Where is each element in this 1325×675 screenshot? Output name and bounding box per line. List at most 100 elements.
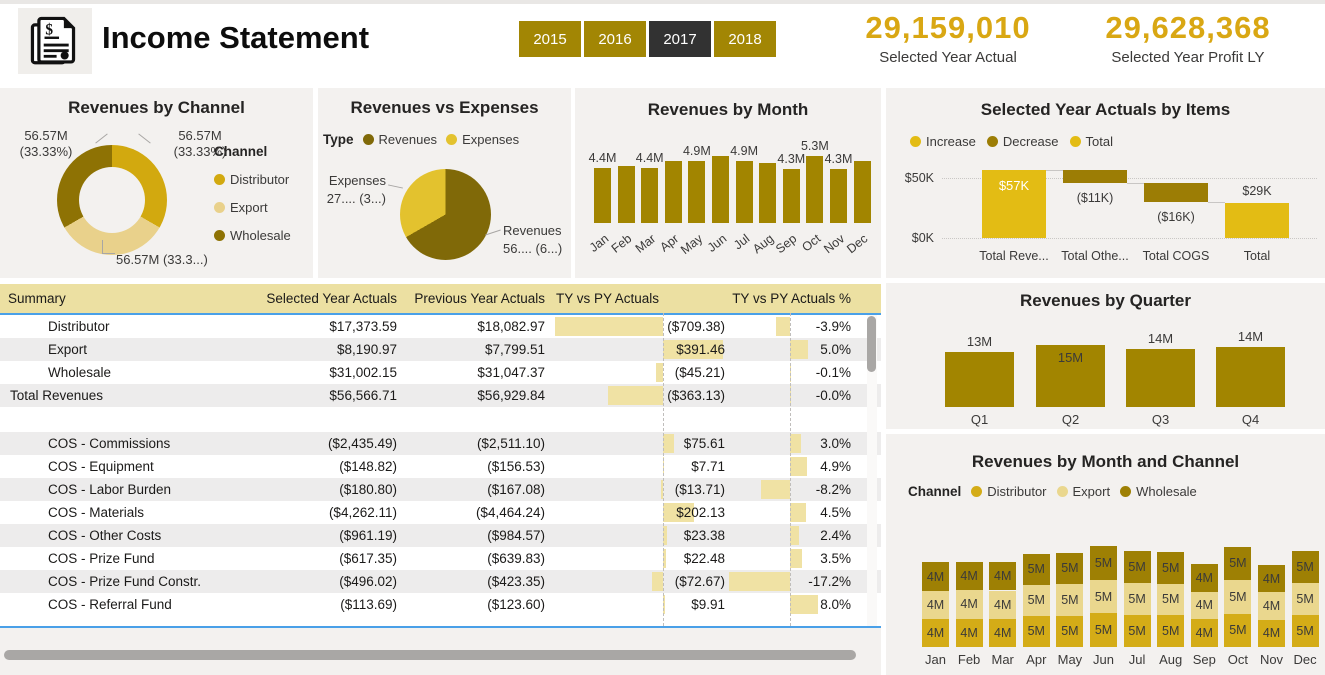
- table-row-distributor[interactable]: Distributor $17,373.59 $18,082.97 ($709.38)…: [0, 315, 881, 338]
- column-header-selected-year-actuals[interactable]: Selected Year Actuals: [266, 291, 397, 306]
- column-header-summary[interactable]: Summary: [8, 291, 66, 306]
- vertical-scrollbar-thumb[interactable]: [867, 316, 876, 372]
- bar-q4[interactable]: [1216, 346, 1285, 407]
- table-row-total-revenues[interactable]: Total Revenues $56,566.71 $56,929.84 ($363.…: [0, 384, 881, 407]
- stacked-segment-mar-export[interactable]: 4M: [989, 590, 1017, 619]
- table-row-wholesale[interactable]: Wholesale $31,002.15 $31,047.37 ($45.21) -0.…: [0, 361, 881, 384]
- pie-chart[interactable]: [400, 169, 491, 260]
- bar-oct[interactable]: [806, 156, 824, 223]
- stacked-segment-may-export[interactable]: 5M: [1056, 584, 1084, 616]
- legend-item-export[interactable]: Export: [214, 200, 268, 215]
- stacked-segment-may-wholesale[interactable]: 5M: [1056, 552, 1084, 585]
- stacked-segment-jun-wholesale[interactable]: 5M: [1090, 546, 1117, 580]
- stacked-segment-dec-wholesale[interactable]: 5M: [1291, 551, 1319, 584]
- table-row-cos-labor-burden[interactable]: COS - Labor Burden ($180.80) ($167.08) ($13…: [0, 478, 881, 501]
- income-statement-icon: $: [18, 8, 92, 74]
- legend-item-label: Increase: [926, 134, 976, 149]
- waterfall-bar-total-reve[interactable]: [982, 169, 1046, 238]
- table-row-export[interactable]: Export $8,190.97 $7,799.51 $391.46 5.0%: [0, 338, 881, 361]
- column-header-ty-vs-py-actuals-pct[interactable]: TY vs PY Actuals %: [732, 291, 851, 306]
- stacked-segment-oct-distributor[interactable]: 5M: [1224, 613, 1252, 647]
- table-row-cos-other-costs[interactable]: COS - Other Costs ($961.19) ($984.57) $23.3…: [0, 524, 881, 547]
- year-button-2018[interactable]: 2018: [714, 21, 776, 57]
- stacked-segment-aug-distributor[interactable]: 5M: [1157, 615, 1185, 647]
- stacked-segment-apr-export[interactable]: 5M: [1022, 584, 1050, 616]
- waterfall-bar-total[interactable]: [1225, 203, 1289, 238]
- table-row-cos-commissions[interactable]: COS - Commissions ($2,435.49) ($2,511.10) $…: [0, 432, 881, 455]
- bar-feb[interactable]: [617, 166, 635, 223]
- horizontal-scrollbar-thumb[interactable]: [4, 650, 856, 660]
- stacked-segment-jul-distributor[interactable]: 5M: [1123, 614, 1151, 647]
- stacked-segment-dec-distributor[interactable]: 5M: [1291, 615, 1319, 647]
- bar-q2[interactable]: [1036, 344, 1105, 407]
- bar-dec[interactable]: [853, 161, 871, 223]
- legend: Type Revenues Expenses: [323, 132, 519, 147]
- table-row-cos-prize-fund[interactable]: COS - Prize Fund ($617.35) ($639.83) $22.48…: [0, 547, 881, 570]
- waterfall-bar-total-othe[interactable]: [1063, 169, 1127, 183]
- stacked-segment-feb-wholesale[interactable]: 4M: [955, 561, 983, 591]
- year-button-2017[interactable]: 2017: [649, 21, 711, 57]
- cell-ty-vs-py-actuals-pct: -0.0%: [815, 388, 851, 403]
- legend-item-increase[interactable]: Increase: [910, 134, 976, 149]
- legend-item-expenses[interactable]: Expenses: [446, 132, 519, 147]
- table-row-cos-materials[interactable]: COS - Materials ($4,262.11) ($4,464.24) $20…: [0, 501, 881, 524]
- vertical-scrollbar-track[interactable]: [867, 315, 877, 626]
- legend-item-wholesale[interactable]: Wholesale: [214, 228, 291, 243]
- x-axis-label-jun: Jun: [1093, 652, 1114, 667]
- stacked-segment-jun-distributor[interactable]: 5M: [1090, 613, 1117, 647]
- ty-vs-py-pct-data-bar: [728, 572, 790, 591]
- bar-aug[interactable]: [759, 162, 777, 223]
- stacked-segment-nov-wholesale[interactable]: 4M: [1258, 565, 1285, 593]
- legend-item-wholesale[interactable]: Wholesale: [1120, 484, 1197, 499]
- stacked-segment-apr-distributor[interactable]: 5M: [1022, 615, 1050, 647]
- bar-nov[interactable]: [830, 168, 847, 223]
- stacked-segment-aug-wholesale[interactable]: 5M: [1157, 551, 1185, 584]
- legend-item-distributor[interactable]: Distributor: [214, 172, 289, 187]
- column-header-ty-vs-py-actuals[interactable]: TY vs PY Actuals: [556, 291, 660, 306]
- stacked-segment-jun-export[interactable]: 5M: [1090, 579, 1117, 614]
- table-row-cos-equipment[interactable]: COS - Equipment ($148.82) ($156.53) $7.71 4.…: [0, 455, 881, 478]
- bar-mar[interactable]: [641, 167, 659, 223]
- bar-jun[interactable]: [712, 156, 729, 223]
- x-axis-label-mar: Mar: [991, 652, 1014, 667]
- stacked-segment-sep-wholesale[interactable]: 4M: [1190, 563, 1218, 592]
- stacked-segment-jan-wholesale[interactable]: 4M: [922, 562, 949, 591]
- bar-may[interactable]: [688, 161, 706, 223]
- bar-q3[interactable]: [1126, 348, 1195, 407]
- stacked-segment-jan-export[interactable]: 4M: [922, 590, 949, 619]
- bar-apr[interactable]: [664, 161, 682, 223]
- stacked-segment-feb-export[interactable]: 4M: [955, 590, 983, 619]
- year-button-2015[interactable]: 2015: [519, 21, 581, 57]
- stacked-segment-apr-wholesale[interactable]: 5M: [1022, 553, 1050, 585]
- column-header-previous-year-actuals[interactable]: Previous Year Actuals: [414, 291, 545, 306]
- stacked-segment-feb-distributor[interactable]: 4M: [955, 618, 983, 647]
- stacked-segment-oct-export[interactable]: 5M: [1224, 580, 1252, 614]
- bar-sep[interactable]: [782, 168, 800, 223]
- table-row-cos-prize-fund-constr[interactable]: COS - Prize Fund Constr. ($496.02) ($423.3…: [0, 570, 881, 593]
- stacked-segment-jul-export[interactable]: 5M: [1123, 582, 1151, 615]
- stacked-segment-oct-wholesale[interactable]: 5M: [1224, 546, 1252, 581]
- stacked-segment-jul-wholesale[interactable]: 5M: [1123, 550, 1151, 583]
- waterfall-bar-total-cogs[interactable]: [1144, 182, 1208, 202]
- legend-item-revenues[interactable]: Revenues: [362, 132, 437, 147]
- legend-item-total[interactable]: Total: [1069, 134, 1113, 149]
- bar-q1[interactable]: [945, 351, 1014, 407]
- stacked-segment-mar-wholesale[interactable]: 4M: [989, 562, 1017, 591]
- legend-item-distributor[interactable]: Distributor: [971, 484, 1047, 499]
- table-row-cos-referral-fund[interactable]: COS - Referral Fund ($113.69) ($123.60) $9.…: [0, 593, 881, 616]
- stacked-segment-sep-distributor[interactable]: 4M: [1190, 619, 1218, 647]
- stacked-segment-nov-distributor[interactable]: 4M: [1258, 619, 1285, 647]
- stacked-segment-may-distributor[interactable]: 5M: [1056, 615, 1084, 647]
- stacked-segment-sep-export[interactable]: 4M: [1190, 591, 1218, 620]
- legend-item-export[interactable]: Export: [1056, 484, 1110, 499]
- cell-previous-year-actuals: ($156.53): [487, 459, 545, 474]
- stacked-segment-aug-export[interactable]: 5M: [1157, 583, 1185, 616]
- year-button-2016[interactable]: 2016: [584, 21, 646, 57]
- bar-jul[interactable]: [735, 161, 753, 223]
- stacked-segment-jan-distributor[interactable]: 4M: [922, 618, 949, 647]
- stacked-segment-dec-export[interactable]: 5M: [1291, 583, 1319, 616]
- legend-item-decrease[interactable]: Decrease: [986, 134, 1059, 149]
- stacked-segment-nov-export[interactable]: 4M: [1258, 592, 1285, 620]
- stacked-segment-mar-distributor[interactable]: 4M: [989, 618, 1017, 647]
- bar-jan[interactable]: [594, 167, 611, 223]
